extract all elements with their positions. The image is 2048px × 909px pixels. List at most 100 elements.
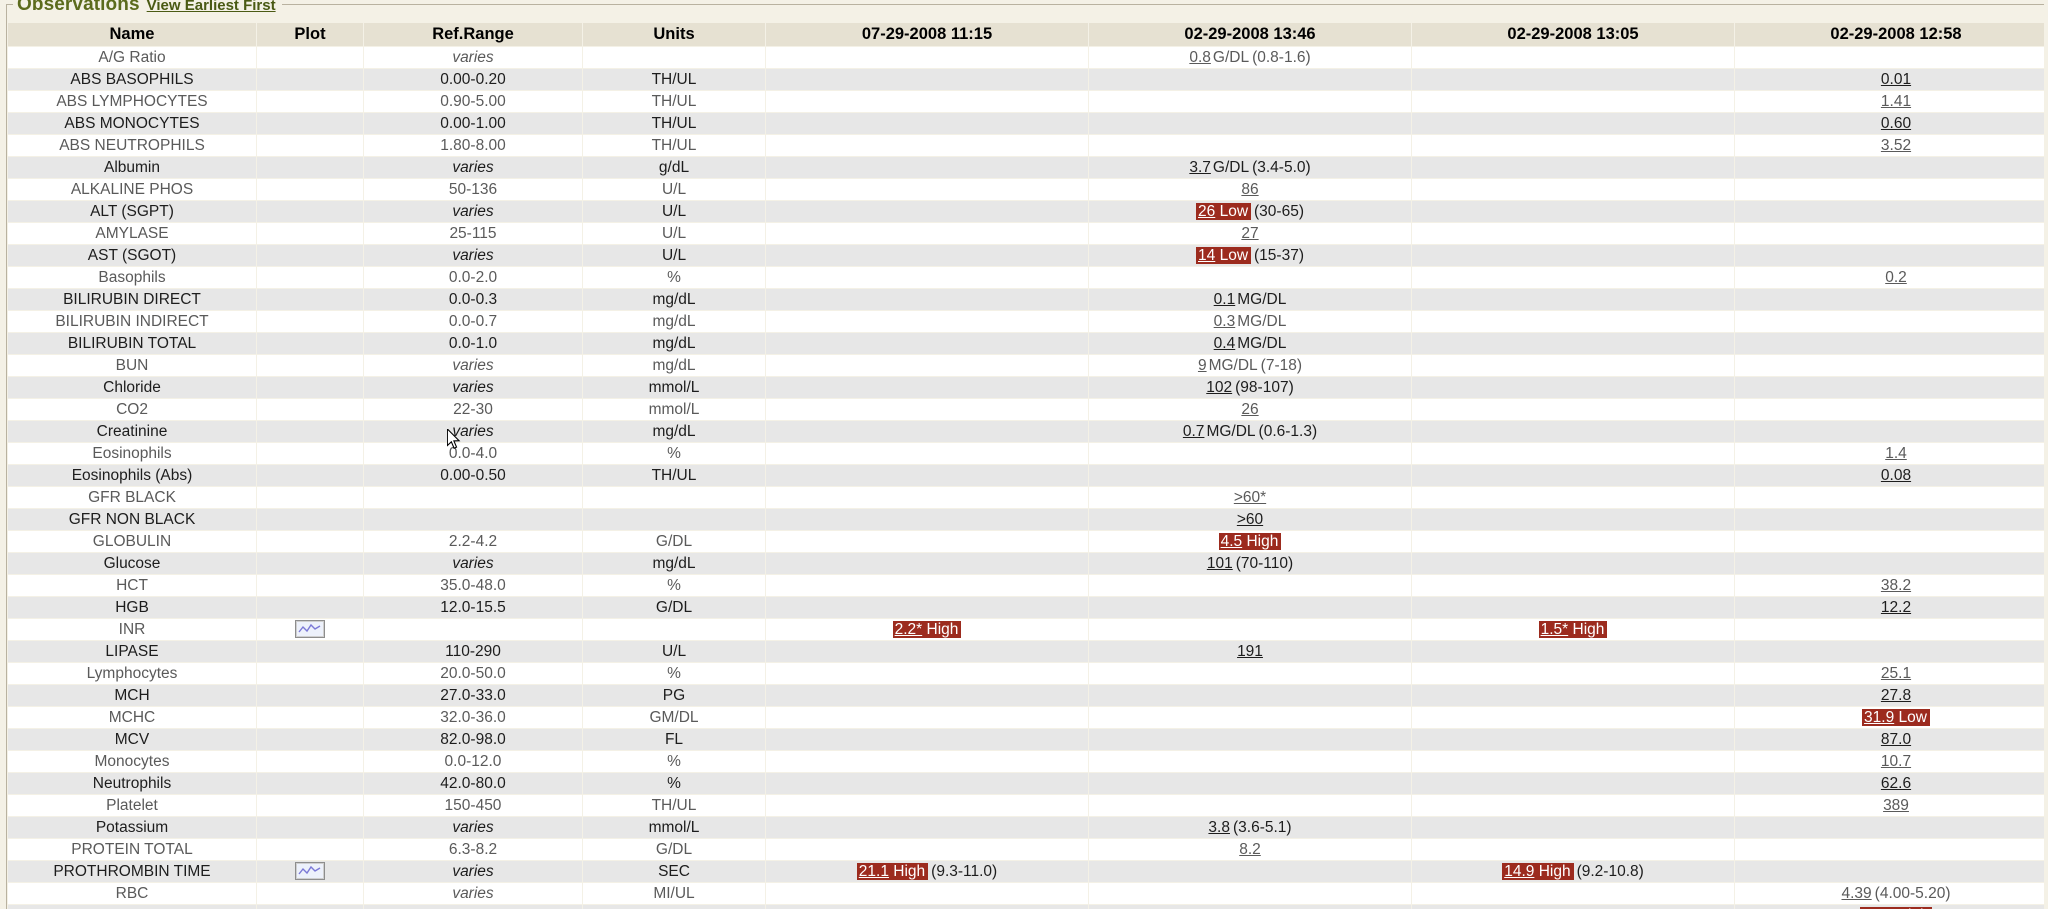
result-value[interactable]: 0.3 — [1213, 312, 1236, 330]
observation-name[interactable]: Chloride — [8, 377, 256, 398]
table-row[interactable]: RBC varies MI/UL 4.39 (4.00-5.20) — [8, 883, 2044, 904]
column-header-date-1[interactable]: 07-29-2008 11:15 — [766, 23, 1088, 46]
table-row[interactable]: A/G Ratio varies 0.8 G/DL (0.8-1.6) — [8, 47, 2044, 68]
observation-name[interactable]: HCT — [8, 575, 256, 596]
observation-name[interactable]: ABS BASOPHILS — [8, 69, 256, 90]
table-row[interactable]: GLOBULIN 2.2-4.2 G/DL 4.5 High — [8, 531, 2044, 552]
observation-name[interactable]: Neutrophils — [8, 773, 256, 794]
observation-name[interactable]: ABS MONOCYTES — [8, 113, 256, 134]
table-row[interactable]: Platelet 150-450 TH/UL 389 — [8, 795, 2044, 816]
result-value[interactable]: 102 — [1206, 378, 1233, 396]
table-row[interactable]: GFR BLACK >60* — [8, 487, 2044, 508]
table-row[interactable]: GFR NON BLACK >60 — [8, 509, 2044, 530]
observation-name[interactable]: ABS LYMPHOCYTES — [8, 91, 256, 112]
observation-name[interactable]: Basophils — [8, 267, 256, 288]
observation-name[interactable]: Eosinophils (Abs) — [8, 465, 256, 486]
column-header-name[interactable]: Name — [8, 23, 256, 46]
table-row[interactable]: Albumin varies g/dL 3.7 G/DL (3.4-5.0) — [8, 157, 2044, 178]
table-row[interactable]: MCHC 32.0-36.0 GM/DL 31.9 Low — [8, 707, 2044, 728]
observation-name[interactable]: Monocytes — [8, 751, 256, 772]
table-row[interactable]: Basophils 0.0-2.0% 0.2 — [8, 267, 2044, 288]
result-value[interactable]: 3.52 — [1880, 136, 1912, 154]
table-row[interactable]: INR 2.2* High 1.5* High — [8, 619, 2044, 640]
column-header-date-4[interactable]: 02-29-2008 12:58 — [1735, 23, 2044, 46]
result-value[interactable]: 4.39 — [1841, 884, 1872, 902]
table-row[interactable]: AST (SGOT) varies U/L 14 Low (15-37) — [8, 245, 2044, 266]
table-row[interactable]: ALKALINE PHOS 50-136 U/L 86 — [8, 179, 2044, 200]
table-row[interactable]: HGB 12.0-15.5 G/DL 12.2 — [8, 597, 2044, 618]
result-value[interactable]: 38.2 — [1880, 576, 1912, 594]
table-row[interactable]: HCT 35.0-48.0% 38.2 — [8, 575, 2044, 596]
table-row[interactable]: CO2 22-30 mmol/L 26 — [8, 399, 2044, 420]
observation-name[interactable]: MCHC — [8, 707, 256, 728]
result-value[interactable]: 0.01 — [1880, 70, 1912, 88]
observation-name[interactable]: AST (SGOT) — [8, 245, 256, 266]
result-value[interactable]: 389 — [1883, 796, 1909, 814]
table-row[interactable]: RDW 11.5-14.5% 16.1 High — [8, 905, 2044, 909]
result-value[interactable]: 0.60 — [1880, 114, 1912, 132]
observation-name[interactable]: BILIRUBIN INDIRECT — [8, 311, 256, 332]
result-value[interactable]: 26 — [1241, 400, 1259, 418]
observation-name[interactable]: ALKALINE PHOS — [8, 179, 256, 200]
table-row[interactable]: Eosinophils (Abs) 0.00-0.50 TH/UL 0.08 — [8, 465, 2044, 486]
result-value[interactable]: 27 — [1241, 224, 1259, 242]
observation-name[interactable]: RDW — [8, 905, 256, 909]
result-value[interactable]: 101 — [1206, 554, 1233, 572]
result-value[interactable]: 0.4 — [1213, 334, 1236, 352]
table-row[interactable]: BILIRUBIN DIRECT 0.0-0.3 mg/dL 0.1 MG/DL — [8, 289, 2044, 310]
column-header-date-3[interactable]: 02-29-2008 13:05 — [1412, 23, 1734, 46]
result-value[interactable]: 0.8 — [1189, 48, 1211, 66]
table-row[interactable]: BUN varies mg/dL 9 MG/DL (7-18) — [8, 355, 2044, 376]
observation-name[interactable]: PROTHROMBIN TIME — [8, 861, 256, 882]
table-row[interactable]: Neutrophils 42.0-80.0% 62.6 — [8, 773, 2044, 794]
observations-table-scroll[interactable]: Name Plot Ref.Range Units 07-29-2008 11:… — [7, 22, 2044, 909]
observation-name[interactable]: CO2 — [8, 399, 256, 420]
table-row[interactable]: Lymphocytes 20.0-50.0% 25.1 — [8, 663, 2044, 684]
result-value[interactable]: 8.2 — [1239, 840, 1261, 858]
column-header-units[interactable]: Units — [583, 23, 765, 46]
table-row[interactable]: MCV 82.0-98.0 FL 87.0 — [8, 729, 2044, 750]
table-row[interactable]: ABS LYMPHOCYTES 0.90-5.00 TH/UL 1.41 — [8, 91, 2044, 112]
result-value[interactable]: 12.2 — [1880, 598, 1912, 616]
view-earliest-first-link[interactable]: View Earliest First — [146, 0, 276, 14]
result-value[interactable]: >60* — [1233, 488, 1267, 506]
line-chart-icon[interactable] — [295, 862, 325, 881]
observation-name[interactable]: RBC — [8, 883, 256, 904]
column-header-date-2[interactable]: 02-29-2008 13:46 — [1089, 23, 1411, 46]
table-row[interactable]: Chloride varies mmol/L 102 (98-107) — [8, 377, 2044, 398]
table-row[interactable]: ABS BASOPHILS 0.00-0.20 TH/UL 0.01 — [8, 69, 2044, 90]
result-value[interactable]: 3.7 — [1189, 158, 1211, 176]
table-row[interactable]: Monocytes 0.0-12.0% 10.7 — [8, 751, 2044, 772]
result-value[interactable]: 1.41 — [1880, 92, 1912, 110]
result-value[interactable]: 9 — [1197, 356, 1207, 374]
table-row[interactable]: PROTEIN TOTAL 6.3-8.2 G/DL 8.2 — [8, 839, 2044, 860]
column-header-range[interactable]: Ref.Range — [364, 23, 582, 46]
table-row[interactable]: ABS MONOCYTES 0.00-1.00 TH/UL 0.60 — [8, 113, 2044, 134]
table-row[interactable]: LIPASE 110-290 U/L 191 — [8, 641, 2044, 662]
table-row[interactable]: BILIRUBIN TOTAL 0.0-1.0 mg/dL 0.4 MG/DL — [8, 333, 2044, 354]
result-value[interactable]: 25.1 — [1880, 664, 1912, 682]
observation-name[interactable]: BILIRUBIN DIRECT — [8, 289, 256, 310]
table-row[interactable]: Eosinophils 0.0-4.0% 1.4 — [8, 443, 2044, 464]
table-row[interactable]: PROTHROMBIN TIME varies SEC 21.1 High (9.3-1… — [8, 861, 2044, 882]
result-value[interactable]: 27.8 — [1880, 686, 1912, 704]
observation-name[interactable]: GFR NON BLACK — [8, 509, 256, 530]
observation-name[interactable]: Potassium — [8, 817, 256, 838]
observation-name[interactable]: Lymphocytes — [8, 663, 256, 684]
result-value[interactable]: 0.1 — [1213, 290, 1236, 308]
observation-name[interactable]: Eosinophils — [8, 443, 256, 464]
result-value[interactable]: 3.8 — [1208, 818, 1230, 836]
observation-name[interactable]: ALT (SGPT) — [8, 201, 256, 222]
result-value[interactable]: 1.4 — [1885, 444, 1907, 462]
observation-name[interactable]: MCH — [8, 685, 256, 706]
table-row[interactable]: Creatinine varies mg/dL 0.7 MG/DL (0.6-1.3) — [8, 421, 2044, 442]
observation-name[interactable]: MCV — [8, 729, 256, 750]
result-value[interactable]: 10.7 — [1880, 752, 1912, 770]
table-row[interactable]: AMYLASE 25-115 U/L 27 — [8, 223, 2044, 244]
observation-name[interactable]: PROTEIN TOTAL — [8, 839, 256, 860]
observation-name[interactable]: BUN — [8, 355, 256, 376]
line-chart-icon[interactable] — [295, 620, 325, 639]
observation-name[interactable]: Glucose — [8, 553, 256, 574]
table-row[interactable]: MCH 27.0-33.0 PG 27.8 — [8, 685, 2044, 706]
observation-name[interactable]: Creatinine — [8, 421, 256, 442]
